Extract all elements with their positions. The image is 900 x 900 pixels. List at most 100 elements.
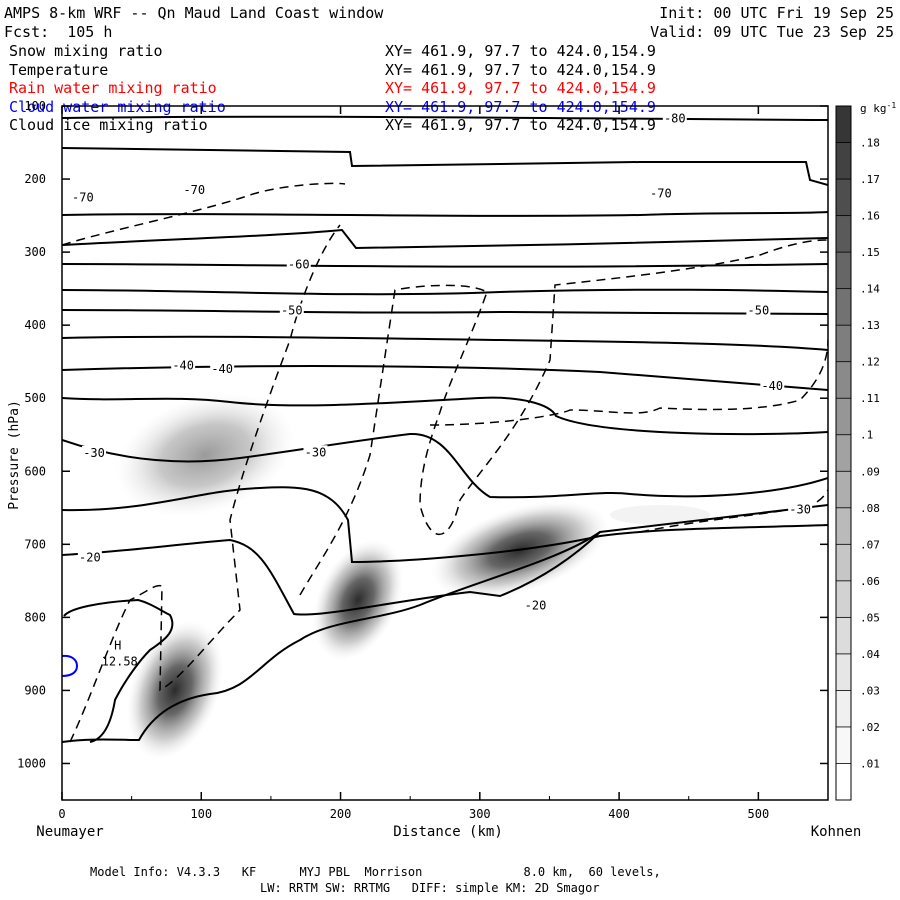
model-info-line1: Model Info: V4.3.3 KF MYJ PBL Morrison 8…	[90, 865, 661, 879]
isotherm	[62, 432, 828, 499]
forecast-hour: Fcst: 105 h	[4, 23, 113, 41]
x-axis-title: Distance (km)	[393, 824, 503, 840]
x-tick-label: 0	[58, 807, 65, 821]
y-axis: 100 200 300 400 500 600 700 800 900 1000	[17, 99, 828, 770]
snow-max-lower-left	[126, 620, 224, 760]
colorbar-tick-label: .06	[860, 575, 880, 588]
init-time: Init: 00 UTC Fri 19 Sep 25	[659, 4, 894, 22]
colorbar-bin	[836, 726, 851, 764]
colorbar-tick-label: .13	[860, 319, 880, 332]
contour-label: -60	[288, 258, 310, 272]
contour-label: -50	[748, 304, 770, 318]
snow-shading	[115, 392, 710, 760]
chart-title: AMPS 8-km WRF -- Qn Maud Land Coast wind…	[4, 4, 384, 22]
colorbar-tick-label: .17	[860, 173, 880, 186]
colorbar-frame	[835, 105, 852, 801]
model-info-line2: LW: RRTM SW: RRTMG DIFF: simple KM: 2D S…	[260, 881, 600, 895]
contour-label: -80	[664, 111, 686, 125]
cloud-ice-contour	[429, 339, 828, 426]
temperature-contours	[62, 115, 828, 743]
colorbar-tick-label: .18	[860, 137, 880, 150]
cloud-ice-contour	[62, 182, 346, 246]
colorbar-tick-label: .08	[860, 502, 880, 515]
contour-label-bg	[171, 358, 196, 372]
colorbar-bin	[836, 434, 851, 472]
colorbar-bin	[836, 763, 851, 801]
colorbar-unit: g kg-1	[860, 101, 896, 115]
x-axis: 0 100 200 300 400 500	[58, 106, 769, 821]
contour-label: -70	[72, 190, 94, 204]
colorbar-bin	[836, 252, 851, 290]
colorbar-bin	[836, 653, 851, 691]
isotherm	[62, 288, 828, 296]
isotherm	[62, 531, 601, 616]
contour-label: -30	[305, 445, 327, 459]
colorbar-tick-label: .14	[860, 283, 880, 296]
colorbar-bin	[836, 215, 851, 253]
legend-field-xy: XY= 461.9, 97.7 to 424.0,154.9	[385, 79, 656, 97]
colorbar-bin	[836, 507, 851, 545]
y-axis-title: Pressure (hPa)	[7, 400, 22, 510]
contour-label: -70	[650, 187, 672, 201]
isotherm	[62, 486, 828, 564]
colorbar-tick-label: .07	[860, 538, 880, 551]
cloud-water-contour	[62, 654, 79, 677]
isotherm	[62, 396, 828, 436]
y-tick-label: 900	[24, 683, 46, 697]
contour-label: -70	[183, 183, 205, 197]
contour-label-bg	[303, 445, 328, 459]
snow-max-upper	[115, 392, 295, 518]
colorbar-tick-label: .16	[860, 210, 880, 223]
colorbar-bin	[836, 106, 851, 144]
colorbar-tick-label: .04	[860, 648, 880, 661]
contour-label: -50	[281, 304, 303, 318]
colorbar-tick-label: .1	[860, 429, 873, 442]
colorbar-tick-label: .03	[860, 684, 880, 697]
isotherm	[62, 115, 828, 121]
x-tick-label: 400	[608, 807, 630, 821]
valid-time: Valid: 09 UTC Tue 23 Sep 25	[650, 23, 894, 41]
y-tick-label: 100	[24, 99, 46, 113]
y-tick-label: 300	[24, 245, 46, 259]
snow-fringe-right	[610, 505, 710, 525]
contour-label-bg	[210, 361, 235, 375]
colorbar-bin	[836, 142, 851, 180]
y-tick-label: 700	[24, 537, 46, 551]
legend-field-xy: XY= 461.9, 97.7 to 424.0,154.9	[385, 60, 656, 79]
colorbar-bin	[836, 398, 851, 436]
contour-label-bg	[746, 303, 771, 317]
legend-field-name: Snow mixing ratio	[9, 42, 163, 60]
isotherm	[62, 211, 828, 217]
colorbar-tick-label: .09	[860, 465, 880, 478]
plot-frame	[61, 105, 829, 801]
isotherm	[62, 335, 828, 351]
contour-label-bg	[70, 190, 95, 204]
cloud-ice-contour	[299, 239, 828, 596]
contour-label: -30	[83, 446, 105, 460]
isotherm	[62, 263, 828, 268]
colorbar-tick-label: .15	[860, 246, 880, 259]
max-temperature-marker: H 12.58	[102, 639, 138, 669]
colorbar-bin	[836, 544, 851, 582]
colorbar-tick-label: .12	[860, 356, 880, 369]
contour-label-bg	[788, 502, 813, 516]
y-tick-label: 500	[24, 391, 46, 405]
contour-label-bg	[279, 303, 304, 317]
legend-field-xy: XY= 461.9, 97.7 to 424.0,154.9	[385, 116, 656, 134]
contour-label: -20	[79, 550, 101, 564]
x-tick-label: 300	[469, 807, 491, 821]
contour-label-bg	[760, 378, 785, 392]
colorbar-bin	[836, 690, 851, 728]
contour-label-bg	[82, 446, 107, 459]
isotherm	[62, 147, 828, 186]
isotherm	[62, 228, 828, 250]
contour-label-bg	[662, 111, 687, 125]
x-tick-label: 200	[330, 807, 352, 821]
y-tick-label: 1000	[17, 756, 46, 770]
contour-label: -40	[761, 379, 783, 393]
y-tick-label: 800	[24, 610, 46, 624]
contour-label-bg	[182, 183, 207, 197]
contour-label: -40	[172, 358, 194, 372]
colorbar-tick-label: .02	[860, 721, 880, 734]
